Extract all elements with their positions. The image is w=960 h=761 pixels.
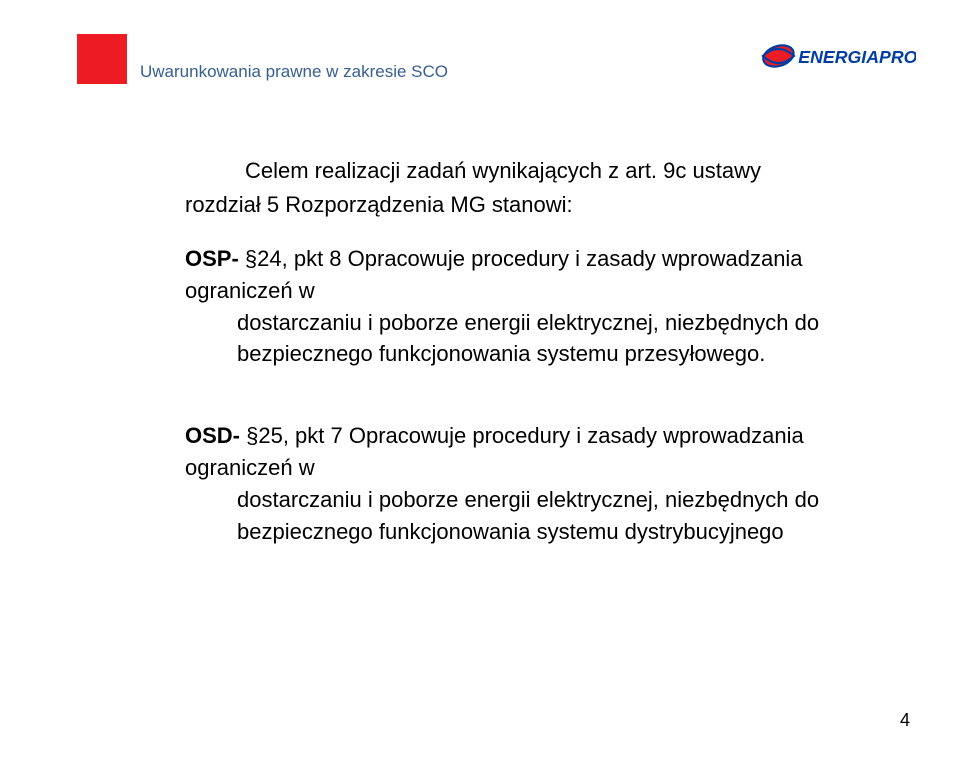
slide: Uwarunkowania prawne w zakresie SCO ENER… — [0, 0, 960, 761]
osp-line-2: dostarczaniu i poborze energii elektrycz… — [185, 307, 865, 339]
logo: ENERGIAPRO — [760, 34, 916, 78]
logo-svg: ENERGIAPRO — [760, 34, 916, 78]
page-number: 4 — [900, 710, 910, 731]
osp-rest-1: §24, pkt 8 Opracowuje procedury i zasady… — [185, 246, 803, 303]
logo-swoosh-icon — [761, 42, 797, 71]
osp-line-1: OSP- §24, pkt 8 Opracowuje procedury i z… — [185, 243, 865, 307]
osp-label: OSP- — [185, 246, 239, 271]
osd-rest-1: §25, pkt 7 Opracowuje procedury i zasady… — [185, 423, 804, 480]
intro-line-2: rozdział 5 Rozporządzenia MG stanowi: — [185, 189, 865, 221]
osd-line-1: OSD- §25, pkt 7 Opracowuje procedury i z… — [185, 420, 865, 484]
intro-block: Celem realizacji zadań wynikających z ar… — [185, 155, 865, 221]
osd-label: OSD- — [185, 423, 240, 448]
osd-line-3: bezpiecznego funkcjonowania systemu dyst… — [185, 516, 865, 548]
intro-line-1: Celem realizacji zadań wynikających z ar… — [185, 155, 865, 187]
red-square-decor — [77, 34, 127, 84]
osp-line-3: bezpiecznego funkcjonowania systemu prze… — [185, 338, 865, 370]
logo-text: ENERGIAPRO — [798, 47, 916, 67]
osd-paragraph: OSD- §25, pkt 7 Opracowuje procedury i z… — [185, 420, 865, 548]
osd-line-2: dostarczaniu i poborze energii elektrycz… — [185, 484, 865, 516]
osp-paragraph: OSP- §24, pkt 8 Opracowuje procedury i z… — [185, 243, 865, 371]
content-area: Celem realizacji zadań wynikających z ar… — [185, 155, 865, 548]
section-title: Uwarunkowania prawne w zakresie SCO — [140, 62, 448, 82]
